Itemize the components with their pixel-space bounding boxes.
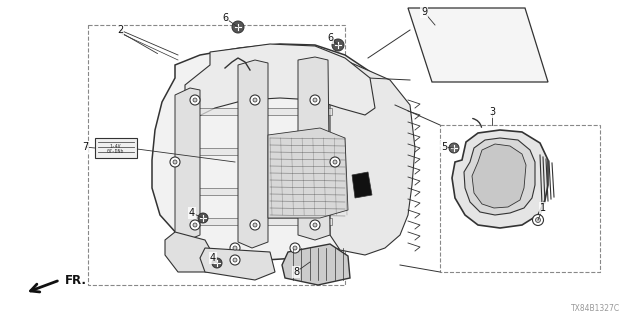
Circle shape [532,214,543,226]
Circle shape [290,243,300,253]
Circle shape [250,95,260,105]
Circle shape [250,220,260,230]
Circle shape [333,160,337,164]
Circle shape [233,246,237,250]
Text: 2: 2 [117,25,123,35]
Polygon shape [472,144,526,208]
Bar [88,25,345,285]
Circle shape [313,223,317,227]
Polygon shape [268,128,348,218]
Circle shape [230,243,240,253]
Polygon shape [185,44,375,118]
Circle shape [193,223,197,227]
Text: 8: 8 [293,267,299,277]
Circle shape [170,157,180,167]
Bar [440,125,600,272]
Polygon shape [352,172,372,198]
Circle shape [190,95,200,105]
Text: 4: 4 [210,253,216,263]
Text: 6: 6 [327,33,333,43]
Circle shape [173,160,177,164]
Text: FR.: FR. [65,274,87,286]
Polygon shape [464,138,535,215]
Polygon shape [175,108,332,115]
Text: TX84B1327C: TX84B1327C [571,304,620,313]
Text: 1: 1 [540,203,546,213]
Circle shape [190,220,200,230]
Circle shape [193,98,197,102]
Text: 3: 3 [489,107,495,117]
Circle shape [253,98,257,102]
Text: 1-4V
07-DNb: 1-4V 07-DNb [106,144,124,155]
Circle shape [310,220,320,230]
Polygon shape [175,218,332,225]
Text: 4: 4 [189,208,195,218]
Polygon shape [408,8,548,82]
Polygon shape [282,244,350,285]
Circle shape [253,223,257,227]
Circle shape [310,95,320,105]
Circle shape [449,143,459,153]
Polygon shape [452,130,548,228]
Polygon shape [200,248,275,280]
Circle shape [233,258,237,262]
Circle shape [536,218,541,222]
Polygon shape [175,188,332,195]
Polygon shape [238,60,268,248]
Circle shape [232,21,244,33]
Circle shape [198,213,208,223]
Polygon shape [298,57,330,240]
Polygon shape [165,232,215,272]
FancyBboxPatch shape [95,138,137,158]
Circle shape [230,255,240,265]
Circle shape [212,258,222,268]
Text: 7: 7 [82,142,88,152]
Polygon shape [152,44,393,260]
Polygon shape [175,148,332,155]
Circle shape [332,39,344,51]
Circle shape [330,157,340,167]
Text: 5: 5 [441,142,447,152]
Text: 6: 6 [222,13,228,23]
Circle shape [313,98,317,102]
Circle shape [293,246,297,250]
Text: 9: 9 [421,7,427,17]
Polygon shape [175,88,200,240]
Polygon shape [330,58,415,255]
